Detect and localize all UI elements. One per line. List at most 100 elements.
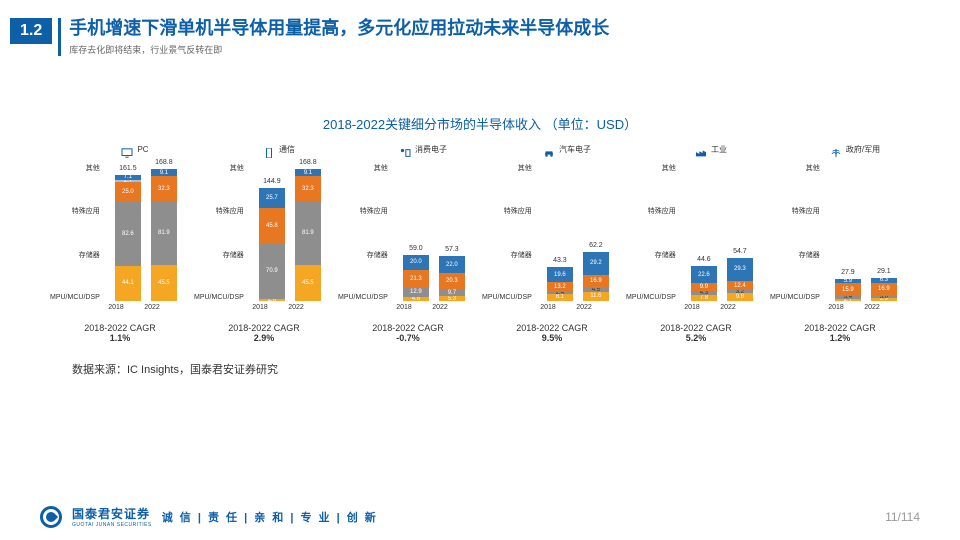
chart-panel-1: 通信其他特殊应用存储器MPU/MCU/DSP2.070.945.825.7144… xyxy=(194,143,334,343)
bar-total: 29.1 xyxy=(871,268,897,275)
y-axis-label: 特殊应用 xyxy=(338,206,388,216)
x-axis-label: 2018 xyxy=(535,304,561,311)
chart-panel-3: 汽车电子其他特殊应用存储器MPU/MCU/DSP8.12.413.219.643… xyxy=(482,143,622,343)
bar: 2.070.945.825.7144.9 xyxy=(259,188,285,301)
x-axis-label: 2018 xyxy=(103,304,129,311)
logo-icon xyxy=(40,506,62,528)
chart-title: 2018-2022关键细分市场的半导体收入 （单位：USD） xyxy=(0,114,960,133)
y-axis-label: 其他 xyxy=(482,163,532,173)
company-name-cn: 国泰君安证券 xyxy=(72,505,152,522)
panel-label: 汽车电子 xyxy=(559,144,591,155)
y-axis-label: 其他 xyxy=(50,163,100,173)
cagr-value: 1.2% xyxy=(804,333,876,343)
y-axis-label: MPU/MCU/DSP xyxy=(626,294,676,301)
cagr-label: 2018-2022 CAGR xyxy=(516,323,588,333)
bar: 44.182.625.02.77.1161.5 xyxy=(115,175,141,301)
footer: 国泰君安证券 GUOTAI JUNAN SECURITIES 诚 信 | 责 任… xyxy=(0,505,960,528)
bar: 45.581.932.39.1168.8 xyxy=(295,169,321,301)
section-number: 1.2 xyxy=(10,18,52,44)
bar-total: 168.8 xyxy=(151,159,177,166)
x-axis-label: 2022 xyxy=(427,304,453,311)
bar-segment: 45.8 xyxy=(259,208,285,244)
x-axis-label: 2022 xyxy=(283,304,309,311)
bar-segment: 8.1 xyxy=(547,294,573,300)
slide-subtitle: 库存去化即将结束，行业景气反转在即 xyxy=(69,43,609,56)
cagr-value: 9.5% xyxy=(516,333,588,343)
y-axis-label: 其他 xyxy=(626,163,676,173)
cagr-label: 2018-2022 CAGR xyxy=(660,323,732,333)
bar-segment: 11.6 xyxy=(583,292,609,301)
bar-segment: 2.7 xyxy=(835,299,861,301)
y-axis-label: MPU/MCU/DSP xyxy=(482,294,532,301)
bar-segment: 29.2 xyxy=(583,252,609,275)
y-axis-label: 存储器 xyxy=(770,250,820,260)
y-axis-label: 存储器 xyxy=(50,250,100,260)
bar-segment: 19.6 xyxy=(547,267,573,282)
bar: 45.581.932.39.1168.8 xyxy=(151,169,177,301)
bar-segment: 22.0 xyxy=(439,256,465,273)
panel-label: 工业 xyxy=(711,144,727,155)
bar-segment: 25.0 xyxy=(115,182,141,202)
bar: 5.39.720.322.057.3 xyxy=(439,256,465,301)
company-name-en: GUOTAI JUNAN SECURITIES xyxy=(72,522,152,528)
y-axis-label: MPU/MCU/DSP xyxy=(770,294,820,301)
pc-icon xyxy=(121,145,133,155)
charts-row: PC 其他特殊应用存储器 MPU/MCU/DSP 44.182.625.02.77.1… xyxy=(0,143,960,343)
bar-segment: 9.9 xyxy=(691,283,717,291)
consumer-icon xyxy=(399,145,411,155)
bar-segment: 9.8 xyxy=(727,293,753,301)
bar-segment: 45.5 xyxy=(295,265,321,300)
x-axis-label: 2022 xyxy=(571,304,597,311)
bar-total: 168.8 xyxy=(295,159,321,166)
bar: 2.73.415.95.927.9 xyxy=(835,279,861,301)
company-motto: 诚 信 | 责 任 | 亲 和 | 专 业 | 创 新 xyxy=(162,509,378,525)
y-axis-label: 存储器 xyxy=(338,250,388,260)
y-axis-label: 特殊应用 xyxy=(482,206,532,216)
y-axis-label: MPU/MCU/DSP xyxy=(194,294,244,301)
chart-panel-5: 政府/军用其他特殊应用存储器MPU/MCU/DSP2.73.415.95.927… xyxy=(770,143,910,343)
phone-icon xyxy=(263,145,275,155)
bar-segment: 44.1 xyxy=(115,266,141,300)
bar-segment: 25.7 xyxy=(259,188,285,208)
bar-segment: 2.0 xyxy=(259,299,285,301)
bar-total: 161.5 xyxy=(115,165,141,172)
y-axis-label: MPU/MCU/DSP xyxy=(338,294,388,301)
bar-segment: 20.3 xyxy=(439,273,465,289)
bar-segment: 16.9 xyxy=(871,283,897,296)
slide-title: 手机增速下滑单机半导体用量提高，多元化应用拉动未来半导体成长 xyxy=(69,18,609,40)
logo-block: 国泰君安证券 GUOTAI JUNAN SECURITIES 诚 信 | 责 任… xyxy=(40,505,378,528)
x-axis-label: 2018 xyxy=(823,304,849,311)
bar-segment: 15.9 xyxy=(835,283,861,295)
bar-total: 144.9 xyxy=(259,178,285,185)
bar-total: 57.3 xyxy=(439,246,465,253)
bar-segment: 32.3 xyxy=(295,176,321,201)
bar-segment: 45.5 xyxy=(151,265,177,300)
bar-segment: 16.9 xyxy=(583,275,609,288)
panel-label: 通信 xyxy=(279,144,295,155)
bar-segment: 9.7 xyxy=(439,289,465,297)
bar-segment: 7.8 xyxy=(691,295,717,301)
bar-segment: 20.0 xyxy=(403,255,429,271)
bar-segment: 9.1 xyxy=(151,169,177,176)
x-axis-label: 2022 xyxy=(715,304,741,311)
panel-label: PC xyxy=(137,145,148,154)
cagr-label: 2018-2022 CAGR xyxy=(804,323,876,333)
bar-total: 44.6 xyxy=(691,256,717,263)
y-axis-label: MPU/MCU/DSP xyxy=(50,294,100,301)
bar-total: 43.3 xyxy=(547,257,573,264)
x-axis-label: 2018 xyxy=(679,304,705,311)
panel-label: 消费电子 xyxy=(415,144,447,155)
bar-segment: 81.9 xyxy=(295,201,321,265)
bar-segment: 12.4 xyxy=(727,281,753,291)
bar-segment: 5.3 xyxy=(439,296,465,300)
bar-segment: 82.6 xyxy=(115,202,141,266)
bar-segment: 70.9 xyxy=(259,244,285,299)
bar: 7.84.39.922.644.6 xyxy=(691,266,717,301)
data-source: 数据来源：IC Insights，国泰君安证券研究 xyxy=(0,361,960,377)
bar: 2.93.016.96.329.1 xyxy=(871,278,897,301)
bar-total: 54.7 xyxy=(727,248,753,255)
bar-total: 59.0 xyxy=(403,245,429,252)
y-axis-label: 存储器 xyxy=(194,250,244,260)
cagr-value: 5.2% xyxy=(660,333,732,343)
bar-segment: 81.9 xyxy=(151,201,177,265)
